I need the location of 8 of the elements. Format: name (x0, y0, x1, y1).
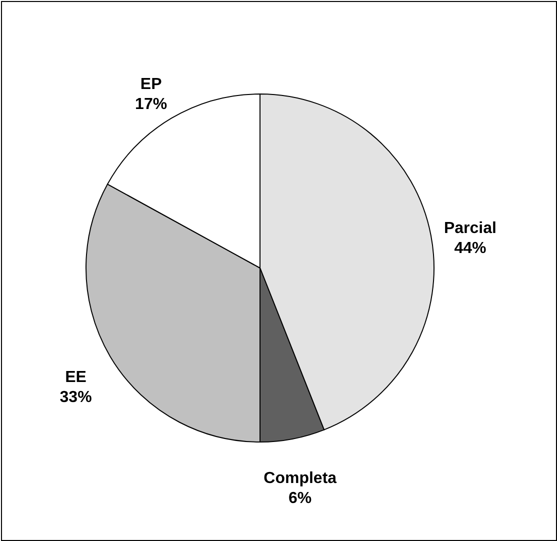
slice-label: EP (140, 76, 162, 93)
data-label: 33% (60, 388, 92, 406)
slice-label: Parcial (444, 220, 496, 237)
data-label: 6% (288, 490, 312, 508)
slice-label: Completa (264, 470, 337, 488)
data-label: 44% (454, 240, 486, 257)
data-label: 17% (135, 96, 168, 113)
slice-label: EE (65, 368, 87, 386)
